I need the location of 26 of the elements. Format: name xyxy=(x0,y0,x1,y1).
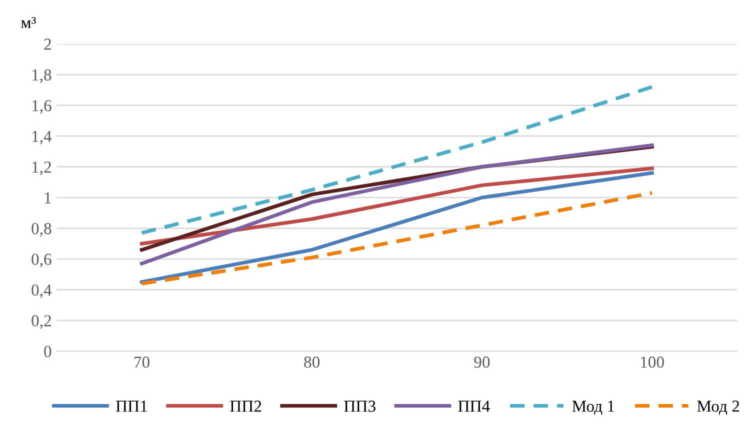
legend-label: ПП3 xyxy=(344,400,376,412)
legend-label: ПП4 xyxy=(458,400,490,412)
line-series xyxy=(140,171,654,284)
y-tick-label: 2 xyxy=(44,38,51,50)
legend-label: Мод 1 xyxy=(572,400,614,415)
x-tick-label: 70 xyxy=(134,356,150,368)
y-tick-label: 1,2 xyxy=(32,162,51,176)
line-series xyxy=(140,166,654,246)
y-tick-label: 1,8 xyxy=(32,69,52,83)
x-tick-label: 90 xyxy=(474,356,490,368)
legend-label: ПП2 xyxy=(230,400,262,412)
x-tick-label: 100 xyxy=(641,356,664,368)
line-series xyxy=(140,85,654,235)
y-tick-label: 0,6 xyxy=(32,254,52,268)
y-tick-label: 0,8 xyxy=(32,222,52,237)
y-tick-label: 0,2 xyxy=(32,315,51,329)
y-tick-label: 0,4 xyxy=(32,284,52,298)
legend-label: ПП1 xyxy=(116,400,147,412)
y-tick-label: 1,6 xyxy=(32,100,52,114)
y-axis-title: м³ xyxy=(21,17,36,28)
y-tick-label: 1 xyxy=(44,192,51,204)
x-tick-label: 80 xyxy=(304,356,320,368)
legend-label: Мод 2 xyxy=(697,400,740,415)
y-tick-label: 1,4 xyxy=(32,130,52,144)
y-tick-label: 0 xyxy=(44,346,52,358)
line-series xyxy=(140,191,654,286)
